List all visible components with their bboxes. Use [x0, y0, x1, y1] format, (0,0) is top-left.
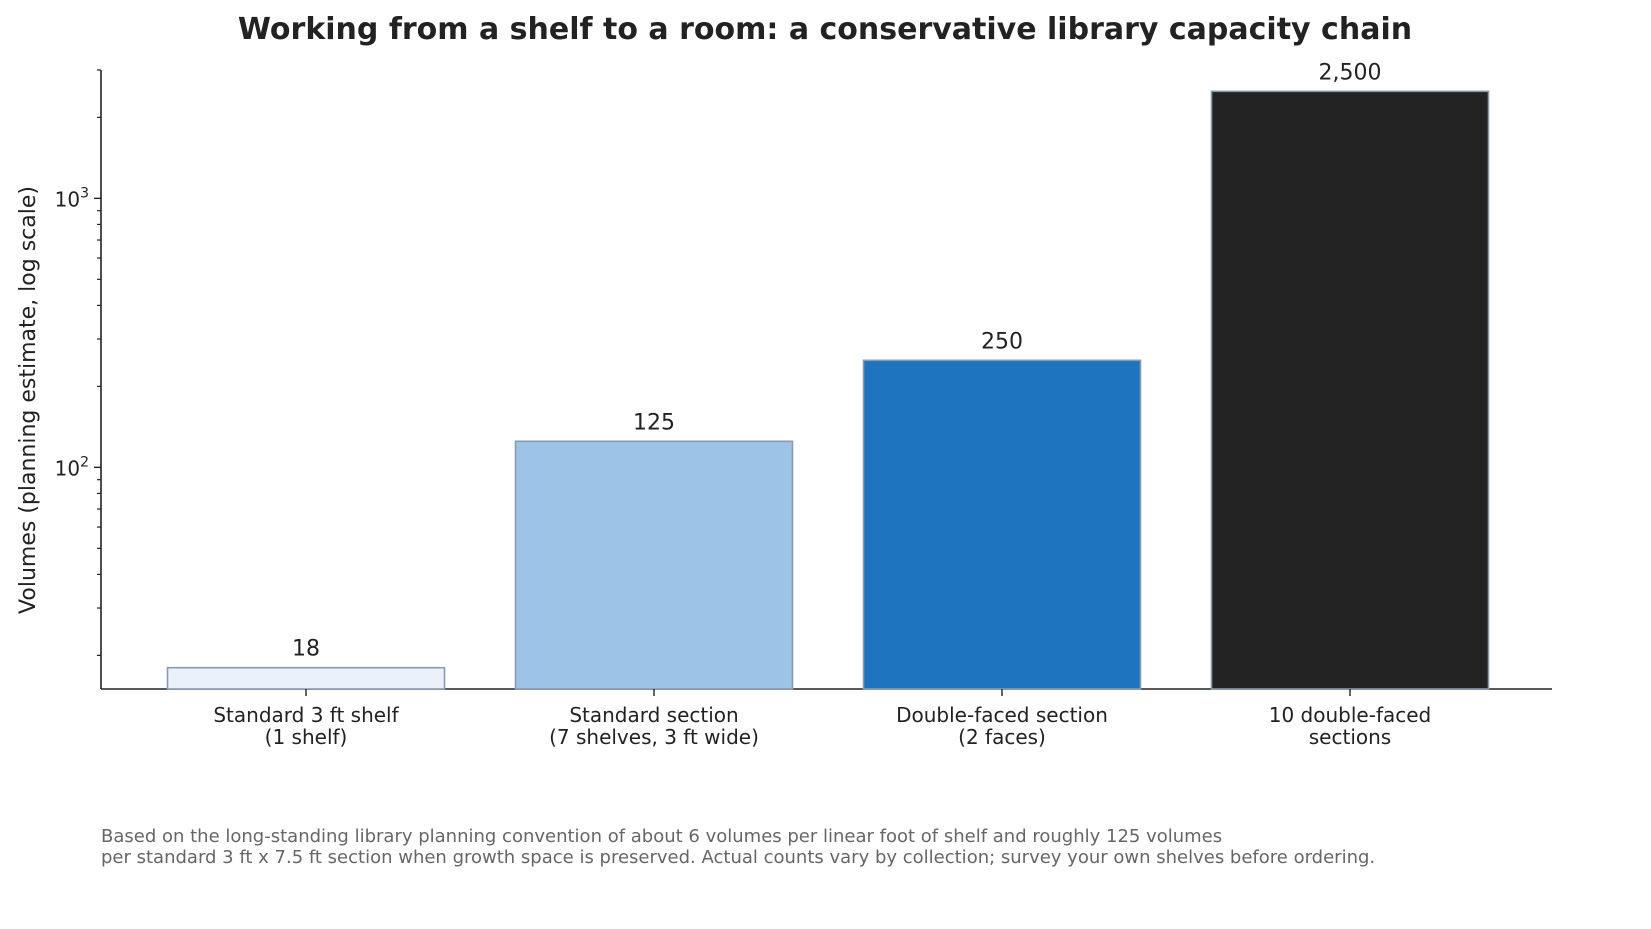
y-axis-label: Volumes (planning estimate, log scale)	[16, 186, 41, 614]
bar-1	[166, 666, 446, 690]
category-label-4: 10 double-faced sections	[1269, 703, 1431, 749]
category-label-2: Standard section (7 shelves, 3 ft wide)	[549, 703, 759, 749]
category-label-1: Standard 3 ft shelf (1 shelf)	[213, 703, 399, 749]
chart-title: Working from a shelf to a room: a conser…	[238, 12, 1412, 47]
value-label-2: 125	[633, 410, 675, 435]
bar-4	[1210, 90, 1490, 690]
category-label-3: Double-faced section (2 faces)	[896, 703, 1108, 749]
footnote-line-1: Based on the long-standing library plann…	[101, 826, 1222, 847]
footnote: Based on the long-standing library plann…	[101, 826, 1375, 868]
y-tick-label: 103	[55, 185, 89, 211]
value-label-1: 18	[292, 637, 320, 662]
y-tick-label: 102	[55, 454, 89, 480]
footnote-line-2: per standard 3 ft x 7.5 ft section when …	[101, 847, 1375, 868]
bar-2	[514, 440, 794, 690]
value-label-3: 250	[981, 329, 1023, 354]
bar-3	[862, 359, 1142, 690]
value-label-4: 2,500	[1319, 60, 1382, 85]
plot-area: 102 103 18 Standard 3 ft shelf (1 shelf) 125 S…	[55, 60, 1552, 749]
